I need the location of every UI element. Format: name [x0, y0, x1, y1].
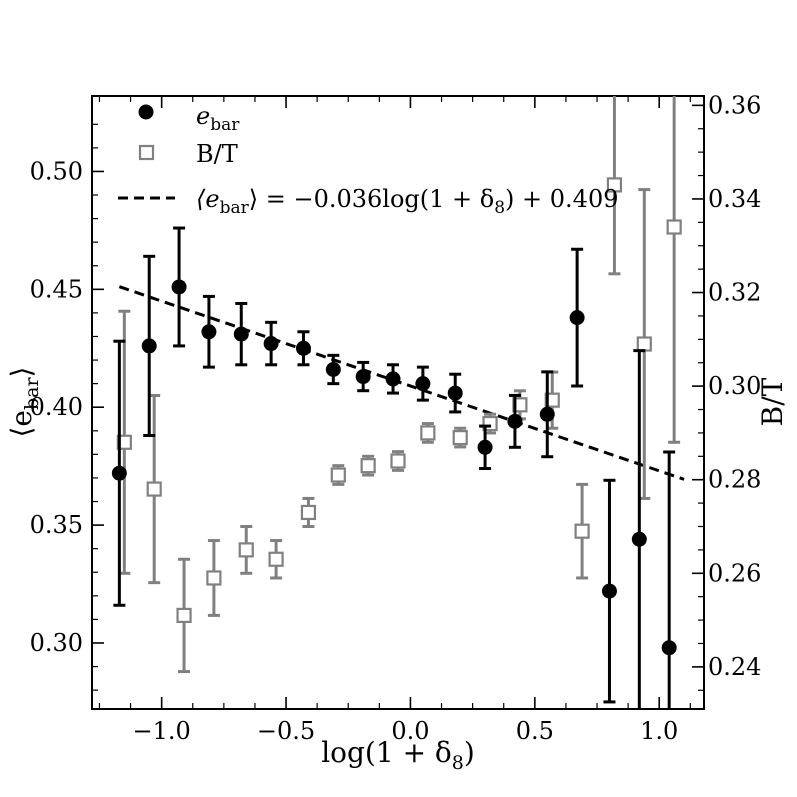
bt-point: [420, 425, 436, 441]
y-right-tick-label: 0.30: [708, 372, 761, 400]
ebar-point: [141, 338, 157, 354]
y-left-tick-label: 0.50: [30, 157, 83, 185]
bt-point: [238, 542, 254, 558]
y-right-tick-label: 0.28: [708, 466, 761, 494]
ebar-point: [601, 583, 617, 599]
bt-point: [268, 551, 284, 567]
fit-line: [118, 285, 685, 481]
x-tick-label: 0.0: [391, 717, 429, 745]
bt-point: [390, 453, 406, 469]
plot-area: [91, 95, 705, 710]
bt-point: [636, 336, 652, 352]
ebar-point: [477, 439, 493, 455]
x-tick-label: −1.0: [133, 717, 191, 745]
ebar-point: [415, 376, 431, 392]
ebar-point: [263, 336, 279, 352]
y-right-tick-label: 0.36: [708, 91, 761, 119]
bt-point: [574, 523, 590, 539]
bt-point: [512, 397, 528, 413]
legend-label-bt: B/T: [196, 140, 238, 168]
bt-point: [544, 392, 560, 408]
ebar-point: [111, 465, 127, 481]
ebar-point: [325, 361, 341, 377]
bt-point: [330, 467, 346, 483]
y-left-tick-label: 0.35: [30, 511, 83, 539]
ebar-point: [171, 279, 187, 295]
plot-frame: [91, 95, 705, 710]
ebar-point: [507, 413, 523, 429]
series-group: [111, 96, 682, 709]
bt-point: [176, 607, 192, 624]
legend-label-ebar: ebar: [196, 102, 240, 135]
bt-point: [206, 570, 222, 586]
ebar-point: [295, 340, 311, 356]
y-left-axis-title: ⟨ebar⟩: [5, 366, 43, 437]
y-left-tick-label: 0.40: [30, 393, 83, 421]
legend-marker-ebar: [138, 104, 154, 120]
y-left-tick-label: 0.45: [30, 275, 83, 303]
ebar-point: [355, 369, 371, 385]
bt-point: [452, 429, 468, 446]
bt-point: [116, 434, 132, 450]
y-right-tick-label: 0.34: [708, 185, 761, 213]
bt-point: [360, 458, 376, 474]
axis-ticks: −1.0 −0.5 0.0 0.5 1.0 0.30 0.35 0.40 0.45 0.50 0.2…: [30, 91, 762, 745]
ebar-point: [661, 640, 677, 656]
x-tick-label: −0.5: [257, 717, 315, 745]
ebar-point: [385, 371, 401, 387]
fit-line-group: [118, 285, 685, 481]
ebar-point: [447, 385, 463, 401]
bt-point: [300, 504, 317, 521]
bt-point: [146, 481, 162, 497]
y-left-tick-label: 0.30: [30, 629, 83, 657]
ebar-point: [631, 531, 647, 547]
y-right-tick-label: 0.24: [708, 653, 761, 681]
y-right-tick-label: 0.26: [708, 559, 761, 587]
legend-label-fit: ⟨ebar⟩ = −0.036log(1 + δ8) + 0.409: [196, 185, 618, 218]
ebar-point: [201, 324, 217, 340]
legend-marker-bt: [138, 144, 155, 161]
x-tick-label: 1.0: [640, 717, 678, 745]
ebar-point: [539, 406, 555, 422]
ebar-point: [233, 326, 249, 342]
y-right-tick-label: 0.32: [708, 279, 761, 307]
legend: ebar B/T ⟨ebar⟩ = −0.036log(1 + δ8) + 0.…: [118, 102, 618, 218]
y-right-axis-title: B/T: [756, 377, 789, 426]
bt-point: [666, 219, 682, 235]
bt-point: [606, 177, 623, 193]
x-tick-label: 0.5: [516, 717, 554, 745]
x-axis-title: log(1 + δ8): [321, 736, 475, 774]
ebar-point: [569, 310, 585, 326]
